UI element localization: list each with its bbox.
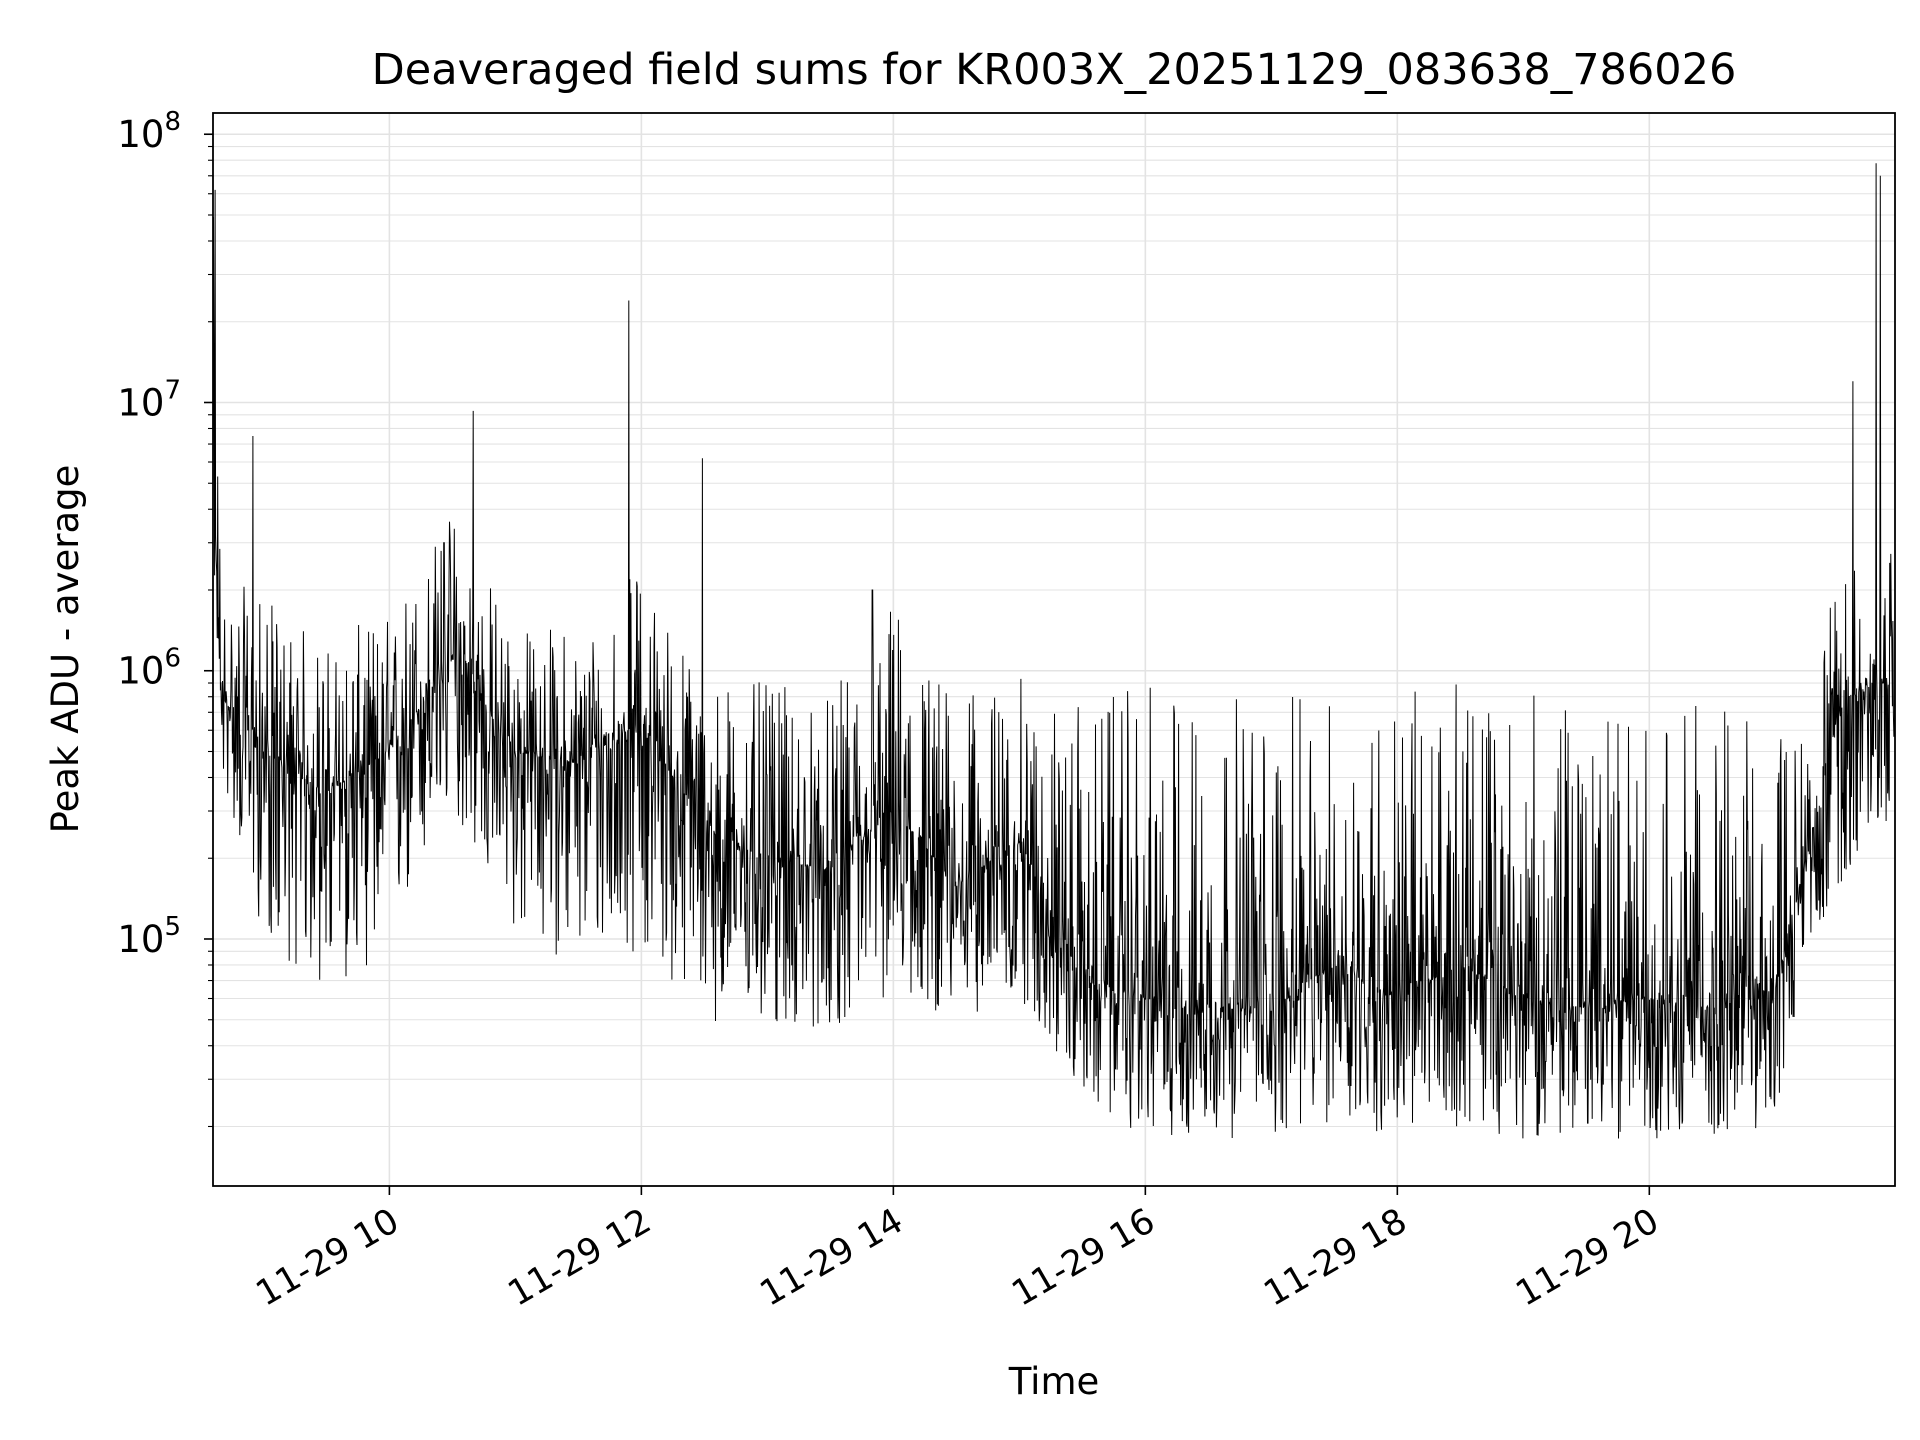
- series-line: [212, 163, 1896, 1139]
- y-axis-ticks: 105 106 107 108: [117, 107, 213, 1128]
- chart-title: Deaveraged field sums for KR003X_2025112…: [372, 45, 1737, 95]
- y-tick-label: 105: [117, 912, 181, 961]
- y-axis-label: Peak ADU - average: [44, 465, 87, 834]
- x-axis-label: Time: [1008, 1360, 1100, 1403]
- data-series-trace: [212, 163, 1896, 1139]
- y-tick-label: 107: [117, 375, 181, 424]
- y-tick-label: 108: [117, 107, 181, 156]
- y-tick-label: 106: [117, 644, 181, 693]
- plot-frame: [212, 112, 1896, 1187]
